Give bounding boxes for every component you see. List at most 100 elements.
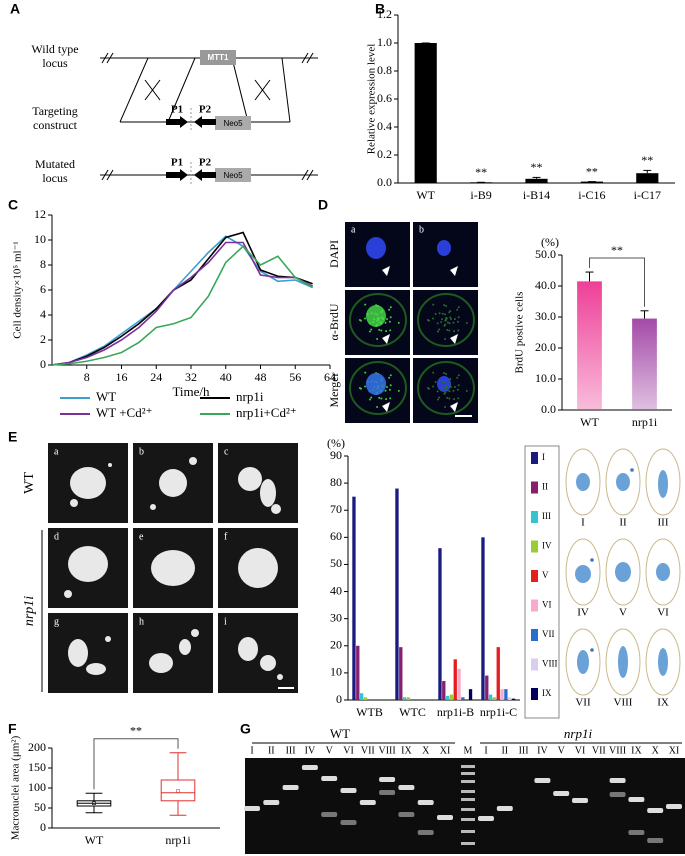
legend-label: nrp1i (236, 389, 264, 404)
x-tick-label: i-B14 (523, 188, 550, 202)
gel-band (359, 800, 376, 805)
panel-label: G (240, 721, 251, 737)
x-tick-label: nrp1i (632, 415, 658, 429)
legend-swatch (531, 570, 538, 582)
brdu-signal (445, 373, 448, 376)
bar (511, 698, 516, 700)
brdu-signal (441, 386, 444, 389)
brdu-signal (426, 319, 429, 321)
diagram-label: Targeting (32, 104, 78, 118)
brdu-signal (456, 320, 459, 323)
micronucleus-icon (630, 468, 634, 472)
nucleus-dapi (437, 240, 451, 256)
group-label: WT (22, 472, 37, 494)
brdu-signal (378, 396, 381, 399)
significance-bracket (93, 738, 179, 790)
y-tick-label: 50 (34, 800, 46, 814)
macronucleus-icon (656, 563, 670, 581)
gel-band (263, 800, 280, 805)
y-tick-label: 1.0 (377, 35, 392, 49)
brdu-signal (432, 385, 435, 388)
bar (438, 548, 442, 700)
lane-label: VIII (609, 745, 626, 756)
bar (632, 318, 657, 410)
bar (395, 488, 399, 700)
brdu-signal (456, 308, 459, 311)
brdu-signal (449, 316, 452, 319)
gel-band (398, 785, 415, 790)
lane-label: XI (669, 745, 680, 756)
brdu-signal (443, 313, 446, 316)
lane-label: IV (305, 745, 316, 756)
legend-label: III (542, 511, 551, 521)
neo5-box (215, 168, 251, 182)
brdu-signal (443, 381, 446, 384)
lane-label: II (501, 745, 508, 756)
crossover (167, 57, 196, 123)
brdu-signal (452, 389, 455, 392)
gel-band (340, 788, 357, 793)
macronucleus (189, 457, 197, 465)
gel-band (301, 765, 318, 770)
y-tick-label: 0.8 (377, 63, 392, 77)
x-axis-label: Time/h (172, 384, 210, 399)
brdu-signal (457, 316, 460, 319)
brdu-signal (446, 389, 449, 392)
lane-label: IX (401, 745, 412, 756)
gel-band (609, 792, 626, 797)
y-tick-label: 20 (330, 638, 342, 652)
macronucleus-icon (615, 562, 631, 582)
panel-letter: a (351, 224, 356, 235)
significance: ** (586, 164, 598, 178)
bar (485, 675, 489, 700)
bar (492, 697, 497, 700)
panel-letter: h (139, 616, 144, 627)
brdu-signal (441, 380, 444, 383)
bar (352, 496, 356, 700)
primer-label: P1 (171, 104, 183, 116)
brdu-signal (448, 329, 451, 332)
icon-label: VIII (614, 697, 633, 709)
legend-label: WT +Cd²⁺ (96, 405, 153, 420)
y-tick-label: 0.2 (377, 147, 392, 161)
y-tick-label: 0 (40, 820, 46, 834)
macronucleus (105, 636, 111, 642)
x-tick-label: WT (580, 415, 599, 429)
cell-icon (565, 538, 601, 606)
brdu-signal (444, 387, 447, 390)
panel-letter: d (54, 531, 59, 542)
p2-arrow (194, 116, 216, 128)
bar (406, 697, 411, 700)
x-tick-label: i-C17 (634, 188, 661, 202)
cell-outline (349, 293, 407, 347)
brdu-signal (448, 397, 451, 400)
cell-outline (417, 293, 475, 347)
macronucleus (260, 479, 276, 507)
panel-label: A (10, 1, 20, 17)
y-tick-label: 0 (40, 357, 46, 371)
brdu-signal (376, 337, 379, 340)
ladder-band (461, 830, 475, 833)
cell-icon (605, 538, 641, 606)
x-tick-label: 56 (289, 370, 301, 384)
line-series (51, 231, 313, 366)
macronucleus (68, 639, 88, 667)
nucleus-dapi (366, 237, 386, 259)
icon-label: VI (657, 607, 669, 619)
brdu-signal (452, 321, 455, 324)
significance: ** (130, 724, 142, 738)
lane-label: VIII (378, 745, 395, 756)
gel-band (340, 820, 357, 825)
x-tick-label: 48 (255, 370, 267, 384)
brdu-signal (445, 317, 448, 320)
gel-band (666, 804, 682, 809)
y-tick-label: 0.6 (377, 91, 392, 105)
y-tick-label: 8 (40, 257, 46, 271)
bar (496, 647, 500, 700)
ladder-band (461, 772, 475, 775)
panel-letter: b (419, 224, 424, 235)
brdu-signal (389, 316, 392, 319)
brdu-signal (389, 397, 392, 400)
brdu-signal (436, 330, 439, 333)
ladder-band (461, 780, 475, 783)
